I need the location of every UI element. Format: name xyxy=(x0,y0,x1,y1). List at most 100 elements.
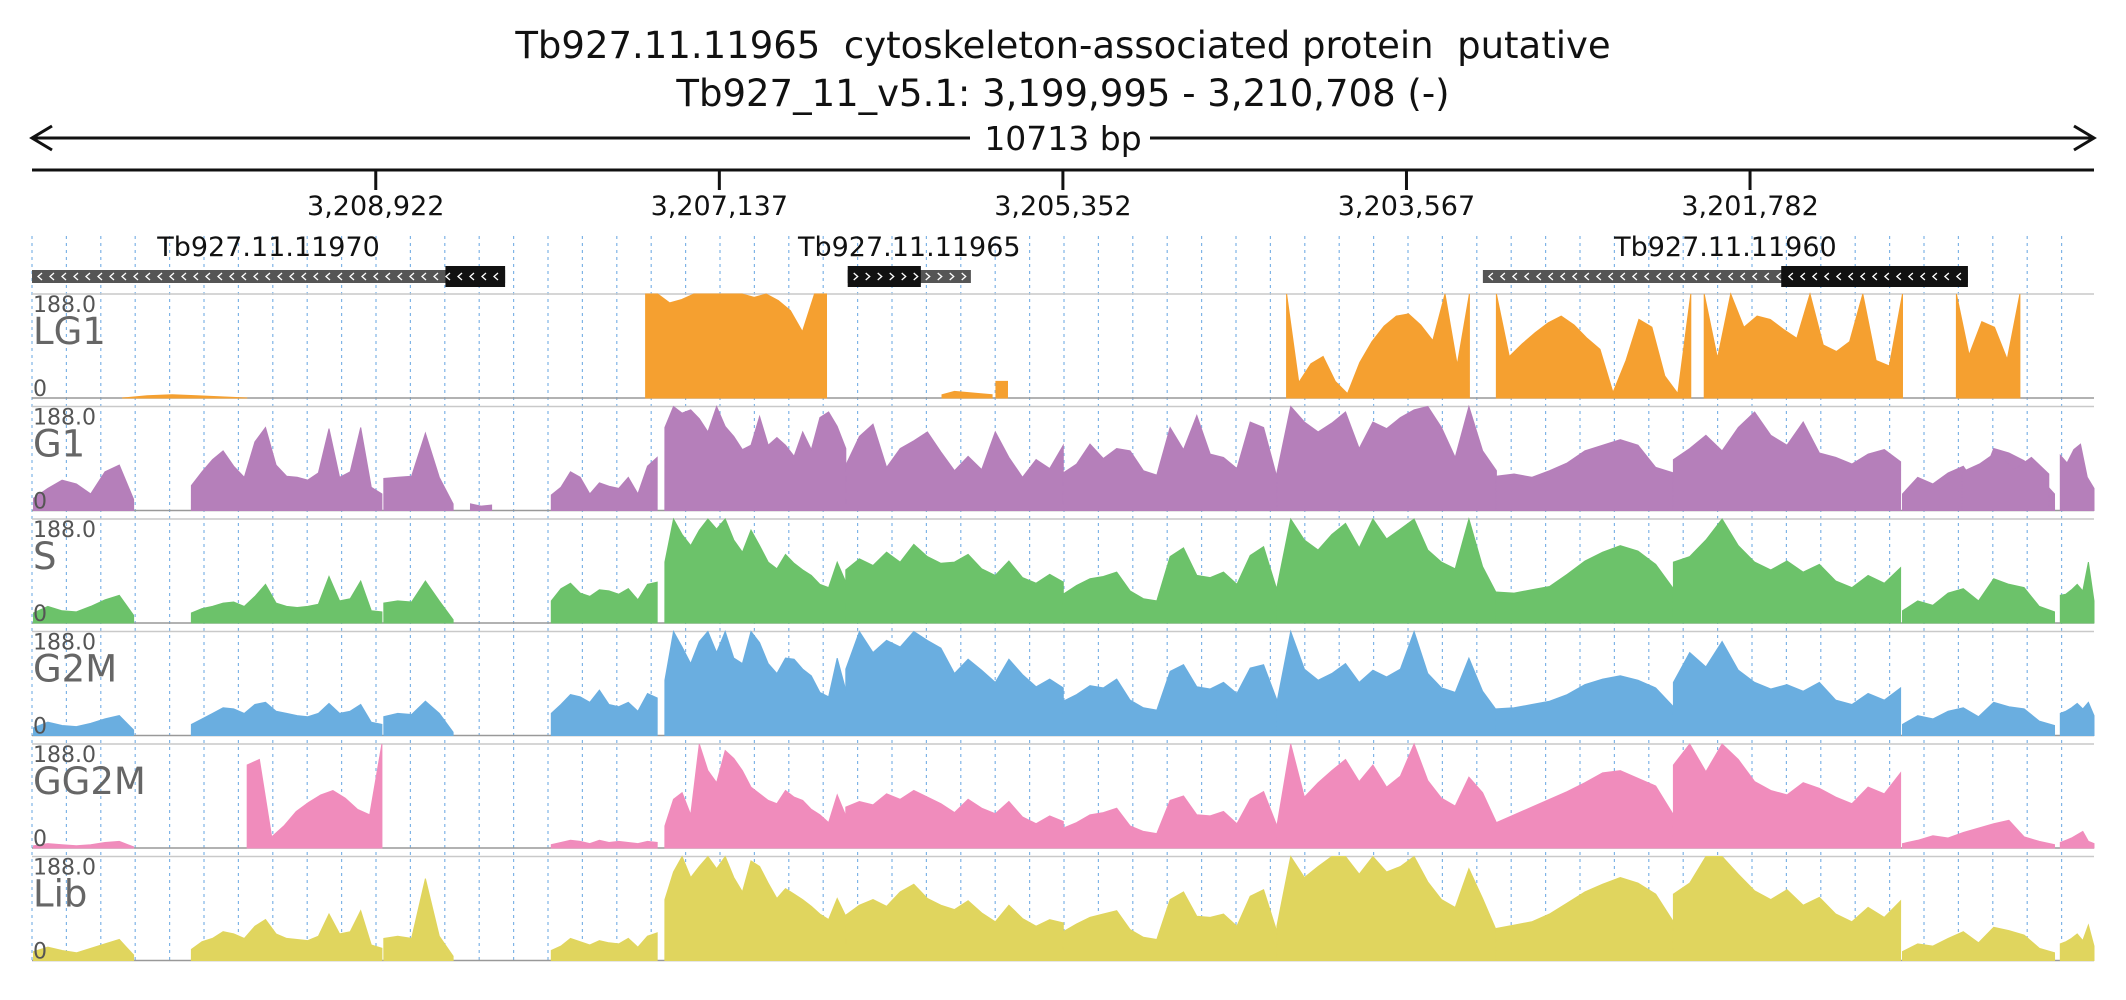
coverage-area xyxy=(1901,819,2056,849)
strand-arrow xyxy=(433,272,439,281)
coverage-area xyxy=(2059,830,2095,849)
coverage-area xyxy=(664,743,847,849)
coverage-area xyxy=(383,700,454,736)
strand-arrow xyxy=(49,272,55,281)
coverage-area xyxy=(1062,413,1278,511)
strand-arrow xyxy=(1943,272,1950,281)
strand-arrow xyxy=(1955,272,1962,281)
strand-arrow xyxy=(865,272,871,281)
strand-arrow xyxy=(1511,272,1518,281)
gene-cds-bar xyxy=(847,266,921,287)
coverage-area xyxy=(32,464,135,511)
track-s: 188.0S 0 xyxy=(32,517,2095,627)
coverage-area xyxy=(469,503,493,511)
strand-arrow xyxy=(61,272,67,281)
strand-arrow xyxy=(1535,272,1542,281)
coverage-area xyxy=(2059,923,2095,961)
coverage-area xyxy=(664,630,847,736)
strand-arrow xyxy=(1667,272,1674,281)
coverage-area xyxy=(2059,562,2095,624)
coverage-area xyxy=(1495,770,1674,849)
strand-arrow xyxy=(241,272,247,281)
strand-arrow xyxy=(493,272,499,281)
coverage-area xyxy=(122,394,248,399)
strand-arrow xyxy=(337,272,343,281)
coverage-area xyxy=(995,380,1009,399)
coverage-area xyxy=(1495,876,1674,961)
strand-arrow xyxy=(85,272,91,281)
coverage-area xyxy=(190,701,383,736)
strand-arrow xyxy=(1703,272,1710,281)
strand-arrow xyxy=(193,272,199,281)
strand-arrow xyxy=(1775,272,1782,281)
chart-title-block: Tb927.11.11965 cytoskeleton-associated p… xyxy=(0,22,2126,118)
span-ruler: 10713 bp xyxy=(29,119,2097,158)
coverage-area xyxy=(190,575,383,624)
strand-arrow xyxy=(457,272,463,281)
strand-arrow xyxy=(181,272,187,281)
coverage-area xyxy=(32,594,135,624)
strand-arrow xyxy=(289,272,295,281)
coverage-area xyxy=(1703,292,1903,399)
coverage-area xyxy=(550,689,658,736)
track-max-label: 188.0 xyxy=(33,743,96,768)
strand-arrow xyxy=(1619,272,1626,281)
strand-arrow xyxy=(121,272,127,281)
axis-tick-label: 3,201,782 xyxy=(1681,191,1818,222)
axis-tick-label: 3,203,567 xyxy=(1338,191,1475,222)
strand-arrow xyxy=(1559,272,1566,281)
strand-arrow xyxy=(1811,272,1818,281)
strand-arrow xyxy=(109,272,115,281)
strand-arrow xyxy=(217,272,223,281)
strand-arrow xyxy=(145,272,151,281)
strand-arrow xyxy=(1823,272,1830,281)
strand-arrow xyxy=(1499,272,1506,281)
track-min-label: 0 xyxy=(33,940,47,965)
track-name: G2M xyxy=(33,648,117,691)
strand-arrow xyxy=(1547,272,1554,281)
gene-cds-bar xyxy=(1781,266,1968,287)
track-max-label: 188.0 xyxy=(33,518,96,543)
strand-arrow xyxy=(385,272,391,281)
coverage-area xyxy=(383,431,454,511)
coverage-area xyxy=(1286,293,1470,399)
strand-arrow xyxy=(325,272,331,281)
coverage-area xyxy=(550,932,658,961)
coverage-area xyxy=(1062,664,1278,736)
strand-arrow xyxy=(169,272,175,281)
strand-arrow xyxy=(481,272,487,281)
strand-arrow xyxy=(469,272,475,281)
strand-arrow xyxy=(1607,272,1614,281)
coverage-area xyxy=(1062,888,1278,961)
coverage-area xyxy=(1955,293,2021,399)
track-min-label: 0 xyxy=(33,715,47,740)
strand-arrow xyxy=(37,272,43,281)
strand-arrow xyxy=(1763,272,1770,281)
strand-arrow xyxy=(1835,272,1842,281)
strand-arrow xyxy=(157,272,163,281)
gene-label: Tb927.11.11960 xyxy=(1613,232,1837,263)
coverage-area xyxy=(550,581,658,624)
coverage-area xyxy=(190,426,383,511)
track-min-label: 0 xyxy=(33,490,47,515)
strand-arrow xyxy=(253,272,259,281)
coverage-area xyxy=(1672,640,1902,736)
coverage-area xyxy=(845,883,1064,961)
track-min-label: 0 xyxy=(33,827,47,852)
coverage-area xyxy=(32,715,135,736)
strand-arrow xyxy=(1655,272,1662,281)
strand-arrow xyxy=(1919,272,1926,281)
track-min-label: 0 xyxy=(33,377,47,402)
gene-feature: Tb927.11.11960 xyxy=(1482,232,1968,287)
strand-arrow xyxy=(1883,272,1890,281)
strand-arrow xyxy=(1691,272,1698,281)
strand-arrow xyxy=(1787,272,1794,281)
strand-arrow xyxy=(1895,272,1902,281)
track-max-label: 188.0 xyxy=(33,856,96,881)
strand-arrow xyxy=(373,272,379,281)
axis-tick-label: 3,207,137 xyxy=(651,191,788,222)
strand-arrow xyxy=(1643,272,1650,281)
coverage-area xyxy=(2059,443,2095,511)
